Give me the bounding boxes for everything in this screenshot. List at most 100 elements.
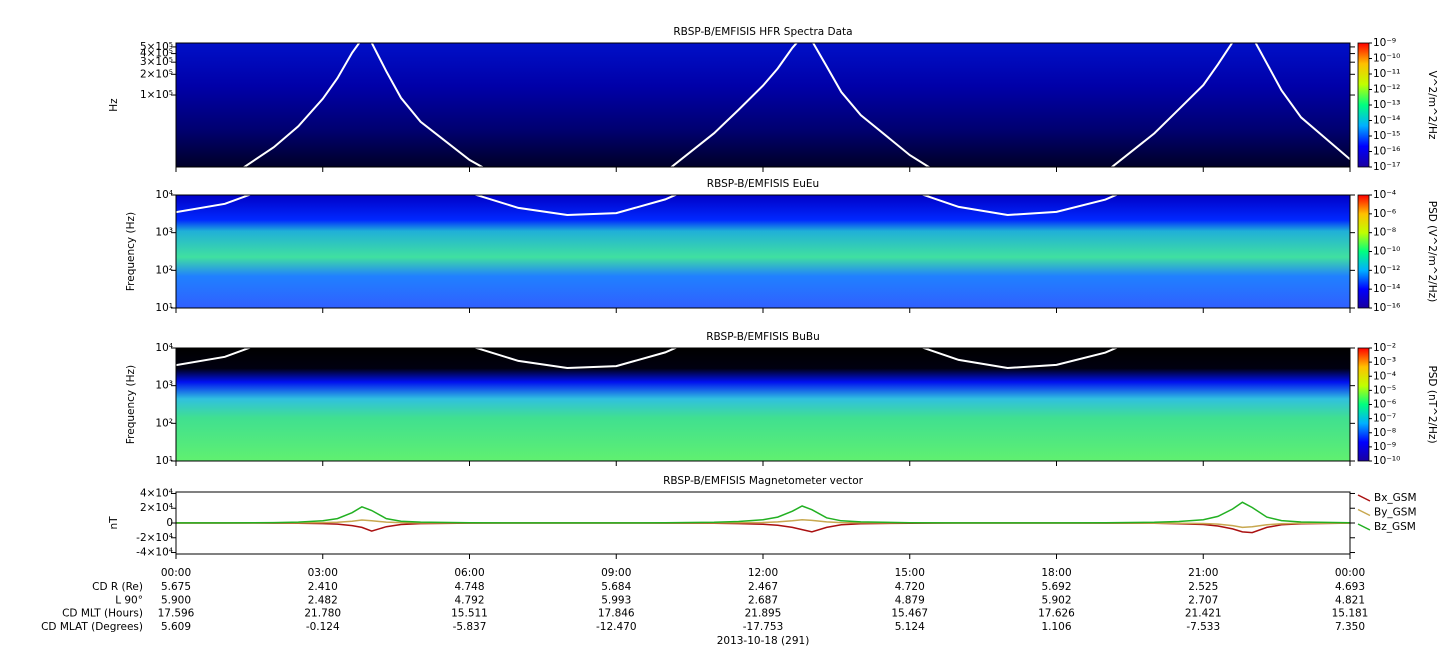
spectrogram-image bbox=[176, 43, 1350, 167]
y-tick-label: -4×10⁴ bbox=[136, 547, 173, 559]
colorbar-tick-label: 10⁻⁵ bbox=[1373, 384, 1396, 396]
ephemeris-value: 2.707 bbox=[1188, 594, 1218, 606]
colorbar-label: PSD (nT^2/Hz) bbox=[1426, 365, 1438, 443]
y-tick-label: 10⁴ bbox=[155, 342, 173, 354]
y-axis-label: Hz bbox=[108, 98, 120, 112]
series-line bbox=[176, 518, 1350, 529]
colorbar bbox=[1357, 194, 1370, 309]
legend-label: By_GSM bbox=[1374, 507, 1417, 519]
y-tick-label: 10¹ bbox=[155, 455, 173, 467]
chart-title: RBSP-B/EMFISIS Magnetometer vector bbox=[663, 475, 864, 487]
y-tick-label: 3×10⁵ bbox=[140, 56, 173, 68]
ephemeris-value: 17.626 bbox=[1038, 608, 1075, 620]
ephemeris-value: 5.993 bbox=[601, 594, 631, 606]
colorbar-tick-label: 10⁻¹⁶ bbox=[1373, 146, 1400, 158]
y-tick-label: 1×10⁵ bbox=[140, 89, 173, 101]
x-tick-label: 03:00 bbox=[308, 567, 338, 579]
y-tick-label: 5×10⁵ bbox=[140, 41, 173, 53]
x-tick-label: 18:00 bbox=[1041, 567, 1071, 579]
ephemeris-value: 2.687 bbox=[748, 594, 778, 606]
colorbar-tick-label: 10⁻⁴ bbox=[1373, 370, 1396, 382]
ephemeris-value: 5.692 bbox=[1041, 581, 1071, 593]
y-tick-label: 2×10⁴ bbox=[140, 502, 173, 514]
colorbar-tick-label: 10⁻⁶ bbox=[1373, 208, 1396, 220]
ephemeris-value: 5.902 bbox=[1041, 594, 1071, 606]
ephemeris-value: 4.693 bbox=[1335, 581, 1365, 593]
y-tick-label: 10⁴ bbox=[155, 189, 173, 201]
colorbar-tick-label: 10⁻¹⁰ bbox=[1373, 246, 1400, 258]
colorbar-tick-label: 10⁻⁸ bbox=[1373, 227, 1396, 239]
y-tick-label: -2×10⁴ bbox=[136, 532, 173, 544]
y-axis-label: Frequency (Hz) bbox=[125, 365, 137, 444]
colorbar bbox=[1357, 42, 1370, 168]
legend-swatch bbox=[1357, 523, 1371, 531]
ephemeris-value: 4.879 bbox=[895, 594, 925, 606]
series-line bbox=[176, 501, 1350, 524]
x-tick-label: 09:00 bbox=[601, 567, 631, 579]
ephemeris-value: -7.533 bbox=[1186, 621, 1220, 633]
colorbar-tick-label: 10⁻¹¹ bbox=[1373, 68, 1400, 80]
y-tick-label: 10³ bbox=[155, 380, 173, 392]
colorbar-tick-label: 10⁻⁸ bbox=[1373, 427, 1396, 439]
y-tick-label: 10² bbox=[155, 264, 173, 276]
legend-swatch bbox=[1357, 508, 1371, 517]
colorbar-tick-label: 10⁻¹⁰ bbox=[1373, 455, 1400, 467]
chart-title: RBSP-B/EMFISIS EuEu bbox=[707, 178, 819, 190]
colorbar-tick-label: 10⁻³ bbox=[1373, 356, 1396, 368]
fce-line bbox=[242, 43, 1350, 167]
spectrogram-image bbox=[176, 348, 1350, 461]
y-tick-label: 4×10⁴ bbox=[140, 487, 173, 499]
chart-title: RBSP-B/EMFISIS HFR Spectra Data bbox=[673, 26, 852, 38]
ephemeris-value: 4.748 bbox=[454, 581, 484, 593]
ephemeris-value: 17.846 bbox=[598, 608, 635, 620]
colorbar-tick-label: 10⁻² bbox=[1373, 342, 1396, 354]
y-axis-label: Frequency (Hz) bbox=[125, 212, 137, 291]
colorbar-tick-label: 10⁻¹⁴ bbox=[1373, 283, 1400, 295]
y-axis-label: nT bbox=[108, 516, 120, 530]
x-tick-label: 06:00 bbox=[454, 567, 484, 579]
legend-swatch bbox=[1357, 494, 1371, 502]
ephemeris-value: 2.482 bbox=[308, 594, 338, 606]
y-tick-label: 10² bbox=[155, 417, 173, 429]
colorbar-tick-label: 10⁻¹⁵ bbox=[1373, 130, 1400, 142]
ephemeris-value: 7.350 bbox=[1335, 621, 1365, 633]
legend-label: Bx_GSM bbox=[1374, 492, 1417, 504]
ephemeris-value: -0.124 bbox=[306, 621, 340, 633]
ephemeris-value: 5.900 bbox=[161, 594, 191, 606]
ephemeris-value: -17.753 bbox=[743, 621, 784, 633]
ephemeris-label: L 90° bbox=[115, 594, 143, 606]
spectrogram-image bbox=[176, 195, 1350, 308]
ephemeris-value: 2.525 bbox=[1188, 581, 1218, 593]
ephemeris-value: 2.467 bbox=[748, 581, 778, 593]
ephemeris-value: 15.467 bbox=[891, 608, 928, 620]
ephemeris-value: 5.609 bbox=[161, 621, 191, 633]
ephemeris-value: 21.421 bbox=[1185, 608, 1222, 620]
x-tick-label: 00:00 bbox=[1335, 567, 1365, 579]
x-tick-label: 15:00 bbox=[895, 567, 925, 579]
ephemeris-value: 5.675 bbox=[161, 581, 191, 593]
y-tick-label: 2×10⁵ bbox=[140, 68, 173, 80]
ephemeris-value: 21.780 bbox=[304, 608, 341, 620]
colorbar-tick-label: 10⁻¹⁴ bbox=[1373, 115, 1400, 127]
ephemeris-value: 21.895 bbox=[745, 608, 782, 620]
ephemeris-label: CD MLT (Hours) bbox=[62, 608, 143, 620]
ephemeris-value: 15.511 bbox=[451, 608, 488, 620]
colorbar-tick-label: 10⁻¹² bbox=[1373, 84, 1400, 96]
colorbar-tick-label: 10⁻⁷ bbox=[1373, 413, 1396, 425]
colorbar-tick-label: 10⁻¹³ bbox=[1373, 99, 1400, 111]
ephemeris-value: 2.410 bbox=[308, 581, 338, 593]
colorbar-tick-label: 10⁻⁴ bbox=[1373, 189, 1396, 201]
ephemeris-value: -12.470 bbox=[596, 621, 637, 633]
colorbar-tick-label: 10⁻¹⁷ bbox=[1373, 161, 1400, 173]
ephemeris-value: -5.837 bbox=[453, 621, 487, 633]
chart-title: RBSP-B/EMFISIS BuBu bbox=[706, 331, 820, 343]
y-tick-label: 0 bbox=[166, 517, 173, 529]
ephemeris-label: CD MLAT (Degrees) bbox=[41, 621, 143, 633]
ephemeris-value: 4.720 bbox=[895, 581, 925, 593]
colorbar-label: PSD (V^2/m^2/Hz) bbox=[1426, 201, 1438, 302]
colorbar-tick-label: 10⁻¹² bbox=[1373, 264, 1400, 276]
ephemeris-value: 17.596 bbox=[158, 608, 195, 620]
x-tick-label: 21:00 bbox=[1188, 567, 1218, 579]
ephemeris-value: 4.821 bbox=[1335, 594, 1365, 606]
